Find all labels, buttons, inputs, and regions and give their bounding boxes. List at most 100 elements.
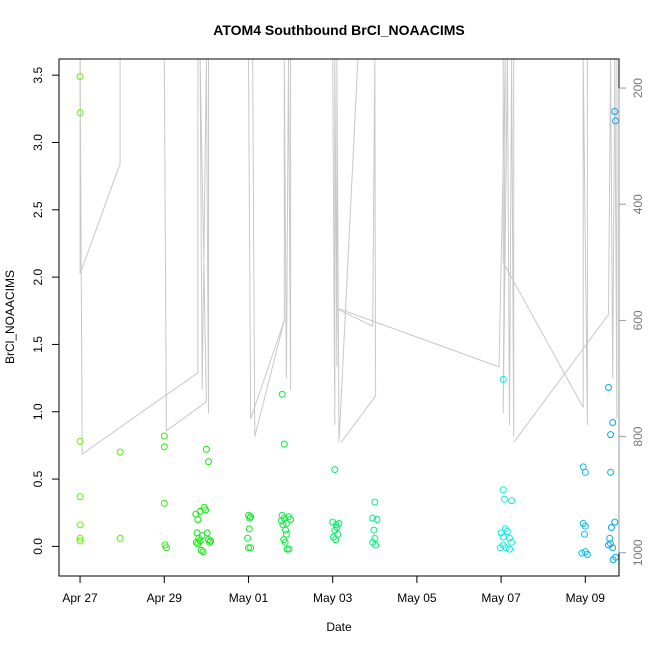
data-point [503,528,511,536]
data-point [611,108,619,115]
y-tick-label: 0.0 [31,538,45,555]
data-point [335,520,343,527]
pressure-profile-5 [332,58,359,443]
data-point [206,538,214,546]
x-tick-label: Apr 27 [62,591,98,605]
data-point [199,548,207,556]
data-point [160,432,168,440]
pressure-profile-0 [79,59,121,275]
pressure-profile-2 [163,58,209,432]
data-point [609,419,617,426]
y-axis-label: BrCl_NOAACIMS [3,270,17,364]
data-point [244,534,252,542]
y-tick-label: 3.5 [31,66,45,83]
right-tick-label: 400 [631,194,645,214]
data-point [372,541,380,549]
data-point [194,540,202,548]
data-point [192,538,200,546]
data-point [282,526,289,534]
x-tick-label: May 05 [397,591,437,605]
data-point [607,468,615,476]
x-tick-label: Apr 29 [147,591,183,605]
data-point [285,545,293,553]
data-point [331,466,339,474]
x-axis-label: Date [326,620,352,634]
x-tick-label: May 01 [229,591,269,605]
y-tick-label: 1.5 [31,336,45,353]
pressure-profile-9 [513,58,618,443]
data-point [287,516,295,523]
x-tick-label: May 09 [566,591,606,605]
data-point [247,544,255,552]
chart-title: ATOM4 Southbound BrCl_NOAACIMS [213,22,464,38]
data-point [501,495,508,503]
data-point [278,390,286,398]
data-point [496,544,504,552]
y-tick-label: 0.5 [31,470,45,487]
data-point [508,538,516,546]
data-point [371,534,379,542]
right-tick-label: 800 [631,426,645,446]
data-point [369,514,377,522]
data-point [160,443,168,451]
pressure-profiles [79,58,618,455]
data-point [499,533,507,541]
data-point [609,556,617,564]
data-point [247,513,255,521]
data-point [116,448,124,456]
y-tick-label: 2.0 [31,268,45,285]
x-tick-label: May 07 [481,591,521,605]
data-point [76,534,84,542]
data-point [611,518,619,526]
right-tick-label: 1000 [631,539,645,566]
data-point [245,544,252,552]
data-point [281,538,289,546]
data-point [197,546,205,554]
data-point [581,530,588,538]
y-axis: 0.0 0.5 1.0 1.5 2.0 2.5 3.0 3.5 [31,66,60,555]
data-point [334,530,342,538]
y-tick-label: 3.0 [31,134,45,151]
data-point [605,384,612,391]
data-point [76,521,84,529]
data-point [160,499,168,507]
right-tick-label: 200 [631,78,645,98]
pressure-profile-3 [248,58,292,420]
pressure-profile-8 [502,58,588,426]
x-tick-label: May 03 [313,591,353,605]
y-tick-label: 2.5 [31,201,45,218]
data-point [246,514,254,522]
data-point [202,506,209,514]
data-point [277,517,285,525]
data-point [76,493,84,501]
data-point [373,516,381,523]
data-point [76,109,84,117]
right-axis: 200 400 600 800 1000 [618,78,645,566]
data-point [76,73,84,80]
data-point [76,537,84,545]
data-point [245,525,253,533]
data-point [499,375,507,383]
data-point [609,544,617,552]
right-tick-label: 600 [631,310,645,330]
data-point [207,537,215,545]
data-point [203,529,211,537]
data-point [116,534,124,542]
y-tick-label: 1.0 [31,403,45,420]
data-point [508,497,516,505]
data-point [202,445,210,453]
data-point [370,526,378,534]
data-points [76,73,620,564]
data-point [607,431,615,439]
pressure-profile-6 [336,58,377,443]
data-point [581,468,589,476]
data-point [371,498,379,506]
data-point [280,440,288,448]
data-point [581,522,589,530]
data-point [76,437,84,445]
data-point [162,544,170,552]
data-point [607,524,615,531]
data-point [194,516,202,523]
data-point [499,486,507,494]
